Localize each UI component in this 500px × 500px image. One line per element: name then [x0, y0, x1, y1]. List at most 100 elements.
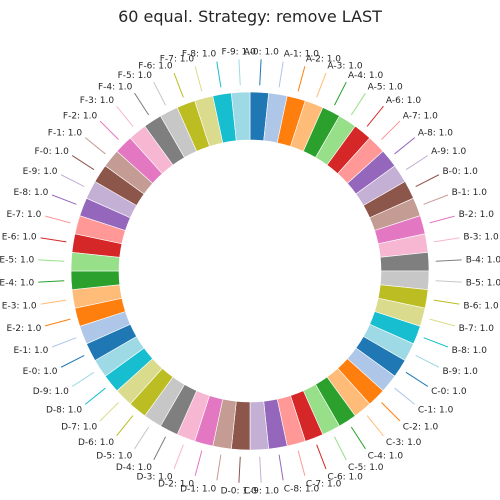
slice-label-b-0: B-0: 1.0 — [442, 167, 478, 177]
leader-line-f-2 — [99, 120, 119, 140]
leader-line-d-0 — [238, 456, 241, 483]
leader-line-b-9 — [415, 354, 440, 368]
slice-label-c-2: C-2: 1.0 — [403, 423, 439, 433]
slice-label-a-5: A-5: 1.0 — [368, 82, 403, 92]
leader-line-d-4 — [153, 436, 167, 461]
leader-line-f-7 — [194, 66, 203, 92]
slice-label-a-0: A-0: 1.0 — [244, 47, 279, 57]
leader-line-d-6 — [116, 415, 134, 437]
leader-line-c-0 — [405, 371, 429, 387]
leader-line-a-3 — [316, 72, 327, 98]
leader-line-d-7 — [99, 402, 119, 422]
slice-label-a-8: A-8: 1.0 — [418, 129, 453, 139]
leader-line-d-9 — [71, 371, 95, 387]
leader-line-b-3 — [433, 237, 460, 243]
slice-label-b-2: B-2: 1.0 — [459, 210, 495, 220]
leader-line-d-5 — [134, 426, 150, 450]
slice-label-f-4: F-4: 1.0 — [98, 82, 133, 92]
slice-label-b-7: B-7: 1.0 — [459, 324, 495, 334]
slice-label-d-4: D-4: 1.0 — [116, 463, 152, 473]
leader-line-c-1 — [394, 387, 416, 405]
leader-line-e-6 — [40, 237, 67, 243]
slice-label-c-7: C-7: 1.0 — [306, 480, 342, 490]
leader-line-f-5 — [153, 81, 167, 106]
slices-layer — [70, 91, 430, 451]
slice-label-a-1: A-1: 1.0 — [284, 50, 319, 60]
slice-label-d-0: D-0: 1.0 — [221, 487, 257, 497]
leader-line-d-8 — [84, 387, 106, 405]
leader-line-b-8 — [423, 337, 449, 348]
leader-line-b-7 — [429, 318, 455, 327]
leader-line-f-0 — [71, 155, 95, 171]
leader-line-c-7 — [297, 450, 306, 476]
leader-line-a-0 — [259, 59, 262, 86]
leader-line-a-1 — [278, 61, 284, 88]
slice-label-f-7: F-7: 1.0 — [160, 54, 195, 64]
slice-label-e-9: E-9: 1.0 — [23, 167, 58, 177]
chart-title: 60 equal. Strategy: remove LAST — [118, 7, 382, 26]
leader-line-f-4 — [134, 92, 150, 116]
slice-label-a-9: A-9: 1.0 — [431, 147, 466, 157]
leader-line-b-2 — [429, 215, 455, 224]
leader-line-b-0 — [415, 174, 440, 188]
slice-label-e-4: E-4: 1.0 — [0, 279, 35, 289]
slice-label-a-7: A-7: 1.0 — [403, 111, 438, 121]
slice-label-f-3: F-3: 1.0 — [80, 96, 115, 106]
leader-line-c-9 — [259, 456, 262, 483]
slice-label-d-8: D-8: 1.0 — [46, 405, 82, 415]
slice-label-a-4: A-4: 1.0 — [348, 71, 383, 81]
slice-label-a-3: A-3: 1.0 — [327, 62, 362, 72]
leader-line-a-5 — [350, 92, 366, 116]
leader-line-f-6 — [173, 72, 184, 98]
slice-label-d-2: D-2: 1.0 — [158, 480, 194, 490]
slice-label-b-6: B-6: 1.0 — [463, 301, 499, 311]
slice-label-a-6: A-6: 1.0 — [386, 96, 421, 106]
leader-line-f-1 — [84, 137, 106, 155]
leader-line-d-2 — [194, 450, 203, 476]
slice-label-f-1: F-1: 1.0 — [48, 129, 83, 139]
leader-line-c-2 — [381, 402, 401, 422]
slice-label-b-1: B-1: 1.0 — [452, 188, 488, 198]
slice-label-c-3: C-3: 1.0 — [386, 438, 422, 448]
leader-line-f-9 — [238, 59, 241, 86]
leader-line-a-9 — [405, 155, 429, 171]
slice-label-d-3: D-3: 1.0 — [136, 472, 172, 482]
leader-line-b-4 — [435, 259, 462, 262]
slice-label-e-8: E-8: 1.0 — [13, 188, 48, 198]
slice-label-c-9: C-9: 1.0 — [244, 487, 280, 497]
slice-label-e-3: E-3: 1.0 — [2, 301, 37, 311]
slice-label-d-6: D-6: 1.0 — [78, 438, 114, 448]
slice-label-f-2: F-2: 1.0 — [63, 111, 98, 121]
leader-line-a-7 — [381, 120, 401, 140]
leader-line-b-5 — [435, 280, 462, 283]
leader-line-c-4 — [350, 426, 366, 450]
slice-label-c-5: C-5: 1.0 — [348, 463, 384, 473]
leader-line-a-8 — [394, 137, 416, 155]
leader-line-a-2 — [297, 66, 306, 92]
slice-label-b-9: B-9: 1.0 — [442, 367, 478, 377]
leader-line-c-5 — [333, 436, 347, 461]
slice-label-a-2: A-2: 1.0 — [306, 54, 341, 64]
slice-label-e-5: E-5: 1.0 — [0, 255, 35, 265]
slice-label-b-5: B-5: 1.0 — [466, 279, 500, 289]
leader-line-e-5 — [38, 259, 65, 262]
slice-label-f-8: F-8: 1.0 — [182, 50, 217, 60]
slice-label-d-9: D-9: 1.0 — [33, 387, 69, 397]
slice-label-f-9: F-9: 1.0 — [222, 47, 257, 57]
slice-labels-layer: A-0: 1.0 A-1: 1.0A-2: 1.0A-3: 1.0A-4: 1.0… — [0, 47, 500, 496]
slice-label-c-4: C-4: 1.0 — [368, 452, 404, 462]
leader-line-e-2 — [45, 318, 71, 327]
slice-label-f-0: F-0: 1.0 — [34, 147, 69, 157]
leader-line-d-1 — [216, 454, 222, 481]
slice-label-f-6: F-6: 1.0 — [138, 62, 173, 72]
leader-line-b-6 — [433, 299, 460, 305]
slice-label-f-5: F-5: 1.0 — [118, 71, 153, 81]
leader-line-e-7 — [45, 215, 71, 224]
slice-label-d-5: D-5: 1.0 — [96, 452, 132, 462]
leader-line-c-8 — [278, 454, 284, 481]
leader-line-e-3 — [40, 299, 67, 305]
leader-line-e-8 — [51, 194, 77, 205]
slice-label-c-0: C-0: 1.0 — [431, 387, 467, 397]
